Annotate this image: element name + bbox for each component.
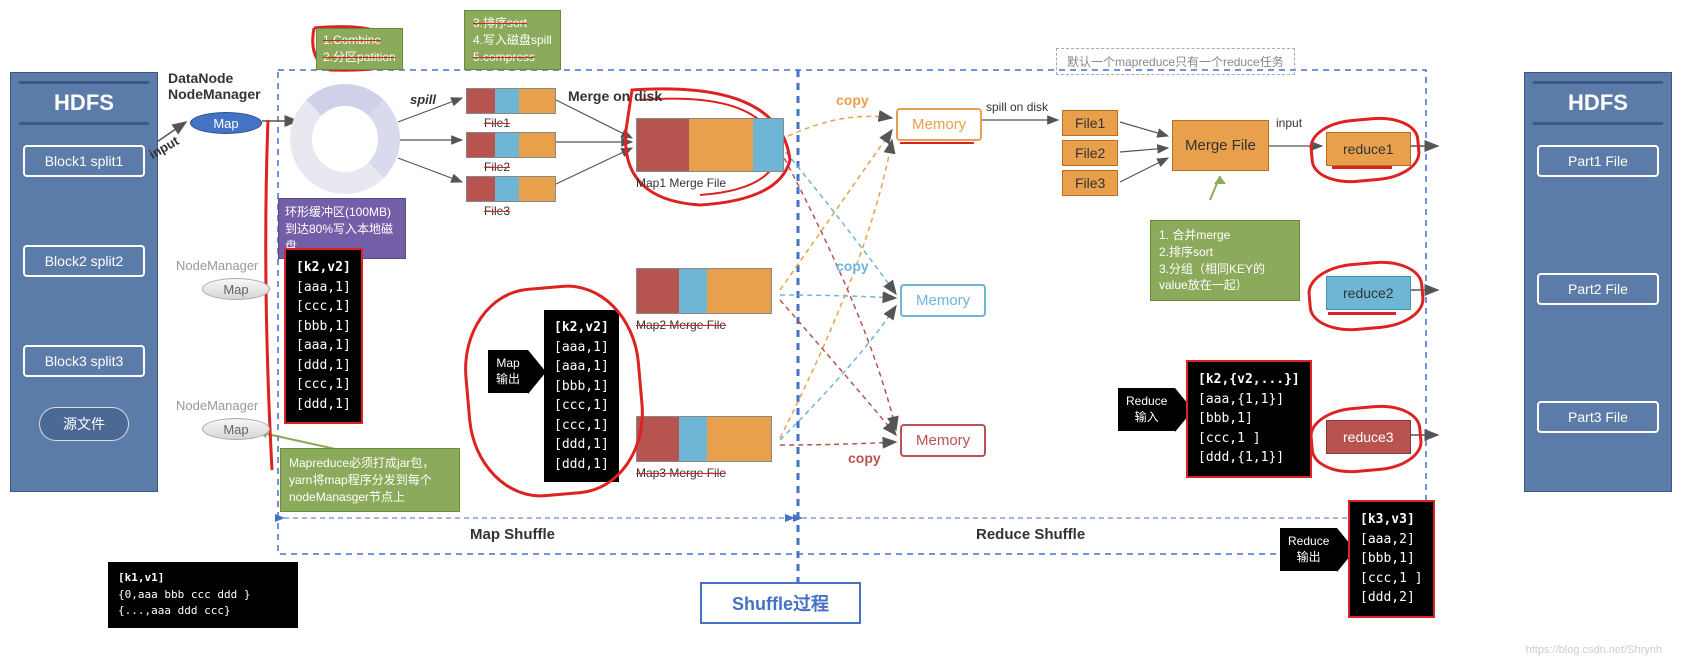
- nm-label-2: NodeManager: [176, 258, 258, 273]
- input-label-2: input: [1276, 116, 1302, 130]
- kv2-r6: [ddd,1]: [296, 395, 351, 415]
- combine-1: 1.Combine: [323, 32, 396, 49]
- ring-buffer-icon: [290, 84, 400, 194]
- block2: Block2 split2: [23, 245, 145, 277]
- spill-label: spill: [410, 92, 436, 107]
- red-underline-mem: [900, 142, 974, 144]
- part2: Part2 File: [1537, 273, 1659, 305]
- rfile2: File2: [1062, 140, 1118, 166]
- part3: Part3 File: [1537, 401, 1659, 433]
- spill-disk-label: spill on disk: [986, 100, 1048, 114]
- rc3: [1307, 401, 1424, 477]
- block1: Block1 split1: [23, 145, 145, 177]
- rin-2: [ccc,1 ]: [1198, 429, 1300, 449]
- kv2-r3: [aaa,1]: [296, 336, 351, 356]
- rc1: [1307, 113, 1422, 186]
- reduce-shuffle-label: Reduce Shuffle: [976, 526, 1085, 543]
- watermark-text: https://blog.csdn.net/Shrynh: [1526, 644, 1662, 656]
- kv2-r5: [ccc,1]: [296, 375, 351, 395]
- spill-file1: [466, 88, 556, 114]
- rc2: [1305, 257, 1426, 335]
- rin-3: [ddd,{1,1}]: [1198, 448, 1300, 468]
- hdfs-left-panel: HDFS Block1 split1 Block2 split2 Block3 …: [10, 72, 158, 492]
- rfile1: File1: [1062, 110, 1118, 136]
- map-oval-2: Map: [202, 278, 270, 300]
- rout-1: [bbb,1]: [1360, 549, 1423, 569]
- map3-merge: [636, 416, 772, 462]
- rin-0: [aaa,{1,1}]: [1198, 390, 1300, 410]
- memory-3: Memory: [900, 424, 986, 457]
- spill-file2: [466, 132, 556, 158]
- map2-merge: [636, 268, 772, 314]
- merge-file-box: Merge File: [1172, 120, 1269, 171]
- reduce-in-arrow: Reduce 输入: [1118, 388, 1175, 431]
- file1-lbl: File1: [484, 116, 510, 130]
- sort-1: 3.排序sort: [473, 15, 552, 32]
- memory-2: Memory: [900, 284, 986, 317]
- rout-hdr: [k3,v3]: [1360, 510, 1423, 530]
- sort-2: 4.写入磁盘spill: [473, 32, 552, 49]
- part1: Part1 File: [1537, 145, 1659, 177]
- rs-kv2s: [457, 279, 651, 504]
- map3-lbl: Map3 Merge File: [636, 466, 726, 480]
- kv2-hdr: [k2,v2]: [296, 258, 351, 278]
- rin-1: [bbb,1]: [1198, 409, 1300, 429]
- reduce-in-box: [k2,{v2,...}] [aaa,{1,1}] [bbb,1] [ccc,1…: [1186, 360, 1312, 478]
- copy-3: copy: [848, 450, 881, 466]
- kv2-r0: [aaa,1]: [296, 278, 351, 298]
- nm-label-3: NodeManager: [176, 398, 258, 413]
- default-note: 默认一个mapreduce只有一个reduce任务: [1056, 48, 1295, 75]
- hdfs-right-panel: HDFS Part1 File Part2 File Part3 File: [1524, 72, 1672, 492]
- map-oval-1: Map: [190, 112, 262, 134]
- mn0: 1. 合并merge: [1159, 227, 1291, 244]
- file3-lbl: File3: [484, 204, 510, 218]
- file2-lbl: File2: [484, 160, 510, 174]
- map1-merge: [636, 118, 784, 172]
- rin-hdr: [k2,{v2,...}]: [1198, 370, 1300, 390]
- mn1: 2.排序sort: [1159, 244, 1291, 261]
- spill-file3: [466, 176, 556, 202]
- reduce-out-arrow: Reduce 输出: [1280, 528, 1337, 571]
- jar-note: Mapreduce必须打成jar包，yarn将map程序分发到每个nodeMan…: [280, 448, 460, 512]
- map-oval-3: Map: [202, 418, 270, 440]
- rout-2: [ccc,1 ]: [1360, 569, 1423, 589]
- kv1-r1: {...,aaa ddd ccc}: [118, 603, 288, 620]
- rout-3: [ddd,2]: [1360, 588, 1423, 608]
- kv1-hdr: [k1,v1]: [118, 570, 288, 587]
- kv1-box: [k1,v1] {0,aaa bbb ccc ddd } {...,aaa dd…: [108, 562, 298, 628]
- sort-3: 5.compress: [473, 49, 552, 66]
- shuffle-title: Shuffle过程: [700, 582, 861, 624]
- source-file: 源文件: [39, 407, 129, 441]
- block3: Block3 split3: [23, 345, 145, 377]
- map-shuffle-label: Map Shuffle: [470, 526, 555, 543]
- reduce-out-box: [k3,v3] [aaa,2] [bbb,1] [ccc,1 ] [ddd,2]: [1348, 500, 1435, 618]
- copy-2: copy: [836, 258, 869, 274]
- kv2-r1: [ccc,1]: [296, 297, 351, 317]
- kv2-r2: [bbb,1]: [296, 317, 351, 337]
- rfile3: File3: [1062, 170, 1118, 196]
- datanode-label: DataNode NodeManager: [168, 70, 261, 102]
- hdfs-right-title: HDFS: [1533, 81, 1663, 125]
- merge-disk-label: Merge on disk: [568, 88, 662, 104]
- mn2: 3.分组（相同KEY的value放在一起）: [1159, 261, 1291, 295]
- map2-lbl: Map2 Merge File: [636, 318, 726, 332]
- memory-1: Memory: [896, 108, 982, 141]
- copy-1: copy: [836, 92, 869, 108]
- kv1-r0: {0,aaa bbb ccc ddd }: [118, 587, 288, 604]
- merge-note: 1. 合并merge 2.排序sort 3.分组（相同KEY的value放在一起…: [1150, 220, 1300, 301]
- rout-0: [aaa,2]: [1360, 530, 1423, 550]
- sort-note: 3.排序sort 4.写入磁盘spill 5.compress: [464, 10, 561, 70]
- kv2-r4: [ddd,1]: [296, 356, 351, 376]
- combine-2: 2.分区patition: [323, 49, 396, 66]
- map1-lbl: Map1 Merge File: [636, 176, 726, 190]
- kv2-box: [k2,v2] [aaa,1] [ccc,1] [bbb,1] [aaa,1] …: [284, 248, 363, 424]
- hdfs-left-title: HDFS: [19, 81, 149, 125]
- combine-note: 1.Combine 2.分区patition: [316, 28, 403, 70]
